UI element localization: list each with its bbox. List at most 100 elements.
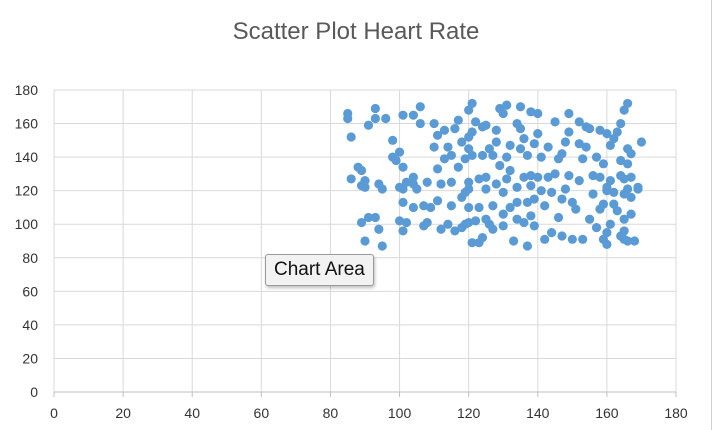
data-point[interactable] (481, 184, 491, 194)
data-point[interactable] (595, 125, 605, 135)
data-point[interactable] (498, 108, 508, 119)
data-point[interactable] (557, 231, 567, 241)
data-point[interactable] (394, 147, 405, 157)
data-point[interactable] (464, 184, 474, 194)
data-point[interactable] (374, 224, 384, 234)
data-point[interactable] (450, 226, 460, 236)
data-point[interactable] (564, 127, 574, 137)
data-point[interactable] (422, 177, 432, 187)
data-point[interactable] (356, 217, 367, 228)
data-point[interactable] (602, 239, 612, 249)
data-point[interactable] (585, 123, 595, 134)
data-point[interactable] (574, 176, 584, 186)
data-point[interactable] (491, 179, 501, 189)
data-point[interactable] (505, 202, 515, 213)
data-point[interactable] (467, 238, 477, 248)
data-point[interactable] (591, 222, 602, 233)
data-point[interactable] (498, 221, 508, 231)
data-point[interactable] (394, 216, 405, 226)
data-point[interactable] (519, 217, 529, 228)
data-point[interactable] (626, 192, 636, 202)
data-point[interactable] (623, 184, 633, 194)
data-point[interactable] (412, 184, 422, 194)
data-point[interactable] (605, 219, 615, 229)
data-point[interactable] (439, 154, 450, 164)
data-point[interactable] (605, 176, 615, 186)
data-point[interactable] (557, 194, 567, 204)
data-point[interactable] (377, 241, 387, 251)
data-point[interactable] (398, 162, 408, 172)
data-point[interactable] (505, 140, 515, 150)
data-point[interactable] (408, 202, 418, 213)
data-point[interactable] (426, 202, 436, 213)
data-point[interactable] (623, 236, 633, 246)
data-point[interactable] (363, 212, 374, 223)
data-point[interactable] (498, 187, 508, 197)
data-point[interactable] (626, 172, 636, 182)
data-point[interactable] (477, 233, 488, 243)
data-point[interactable] (343, 113, 353, 124)
data-point[interactable] (578, 234, 588, 244)
data-point[interactable] (450, 123, 460, 134)
data-point[interactable] (626, 209, 636, 219)
data-point[interactable] (598, 199, 609, 209)
data-point[interactable] (529, 194, 539, 204)
data-point[interactable] (505, 165, 515, 176)
data-point[interactable] (550, 117, 560, 127)
data-point[interactable] (619, 214, 629, 224)
data-point[interactable] (602, 228, 612, 238)
data-point[interactable] (488, 224, 498, 234)
data-point[interactable] (363, 120, 374, 130)
data-point[interactable] (346, 132, 356, 142)
data-point[interactable] (564, 170, 574, 181)
data-point[interactable] (536, 186, 546, 196)
data-point[interactable] (526, 211, 536, 221)
data-point[interactable] (446, 177, 456, 187)
data-point[interactable] (602, 186, 612, 196)
data-point[interactable] (477, 150, 488, 161)
data-point[interactable] (540, 234, 550, 244)
data-point[interactable] (467, 150, 477, 161)
data-point[interactable] (550, 169, 560, 179)
data-point[interactable] (398, 226, 408, 236)
data-point[interactable] (470, 117, 481, 127)
data-point[interactable] (467, 98, 477, 109)
data-point[interactable] (356, 165, 367, 176)
data-point[interactable] (588, 189, 598, 199)
data-point[interactable] (529, 221, 539, 231)
data-point[interactable] (602, 129, 612, 139)
data-point[interactable] (512, 214, 522, 224)
data-point[interactable] (370, 113, 380, 124)
data-point[interactable] (533, 172, 543, 182)
data-point[interactable] (547, 187, 557, 197)
data-point[interactable] (609, 187, 619, 197)
data-point[interactable] (415, 102, 425, 112)
data-point[interactable] (533, 108, 543, 119)
data-point[interactable] (457, 137, 467, 147)
data-point[interactable] (474, 202, 484, 213)
data-point[interactable] (519, 172, 529, 182)
data-point[interactable] (560, 184, 571, 194)
data-point[interactable] (585, 214, 595, 224)
data-point[interactable] (491, 137, 501, 147)
data-point[interactable] (432, 196, 443, 206)
data-point[interactable] (522, 150, 533, 161)
data-point[interactable] (519, 134, 529, 144)
data-point[interactable] (398, 110, 408, 120)
data-point[interactable] (553, 212, 564, 223)
data-point[interactable] (502, 174, 512, 184)
data-point[interactable] (502, 152, 512, 162)
data-point[interactable] (557, 149, 567, 159)
data-point[interactable] (464, 202, 474, 213)
data-point[interactable] (498, 209, 508, 219)
data-point[interactable] (526, 107, 536, 117)
data-point[interactable] (571, 204, 581, 214)
data-point[interactable] (633, 182, 643, 192)
data-point[interactable] (522, 241, 533, 251)
data-point[interactable] (526, 181, 536, 191)
data-point[interactable] (481, 172, 491, 182)
data-point[interactable] (481, 120, 491, 130)
data-point[interactable] (515, 144, 526, 154)
data-point[interactable] (432, 164, 443, 174)
data-point[interactable] (453, 162, 463, 172)
